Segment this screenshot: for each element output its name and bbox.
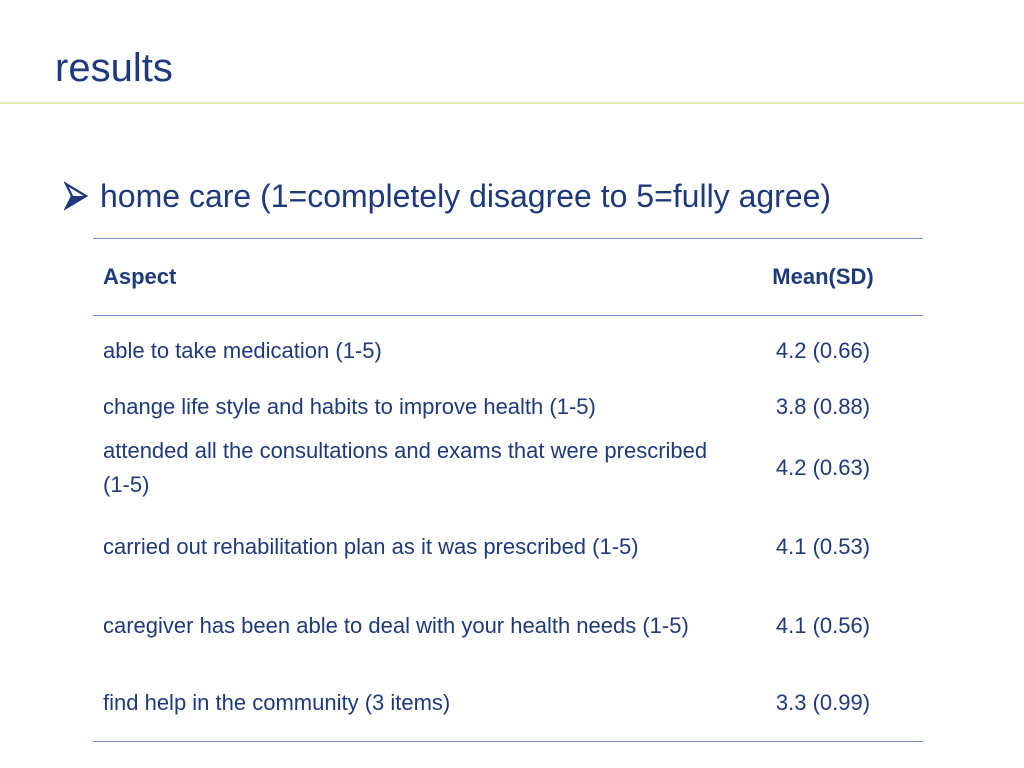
bullet-text: home care (1=completely disagree to 5=fu…	[100, 177, 832, 214]
table-row: caregiver has been able to deal with you…	[93, 586, 923, 666]
title-divider	[0, 102, 1024, 104]
mean-cell: 4.2 (0.63)	[775, 454, 871, 480]
mean-cell: 3.3 (0.99)	[723, 665, 923, 742]
mean-cell: 4.1 (0.53)	[775, 533, 871, 559]
mean-cell: 4.1 (0.56)	[775, 612, 871, 638]
arrow-bullet-icon	[64, 181, 88, 211]
mean-cell: 4.2 (0.66)	[775, 337, 871, 363]
table-row: attended all the consultations and exams…	[93, 428, 923, 508]
results-table: Aspect Mean(SD) able to take medication …	[93, 238, 923, 742]
aspect-cell: able to take medication (1-5)	[103, 337, 382, 363]
aspect-cell: carried out rehabilitation plan as it wa…	[103, 533, 639, 559]
table-header-row: Aspect Mean(SD)	[93, 238, 923, 316]
header-mean-sd: Mean(SD)	[723, 238, 923, 316]
table-row: find help in the community (3 items) 3.3…	[93, 665, 923, 742]
slide-title: results	[55, 46, 173, 90]
aspect-cell: change life style and habits to improve …	[103, 393, 596, 419]
bullet-heading: home care (1=completely disagree to 5=fu…	[64, 174, 831, 218]
mean-cell: 3.8 (0.88)	[775, 393, 871, 419]
table-row: able to take medication (1-5) 4.2 (0.66)	[93, 316, 923, 386]
table-row: change life style and habits to improve …	[93, 386, 923, 428]
header-aspect: Aspect	[93, 238, 723, 316]
aspect-cell: caregiver has been able to deal with you…	[103, 612, 689, 638]
table-row: carried out rehabilitation plan as it wa…	[93, 508, 923, 586]
aspect-cell: attended all the consultations and exams…	[103, 437, 708, 497]
aspect-cell: find help in the community (3 items)	[93, 665, 723, 742]
